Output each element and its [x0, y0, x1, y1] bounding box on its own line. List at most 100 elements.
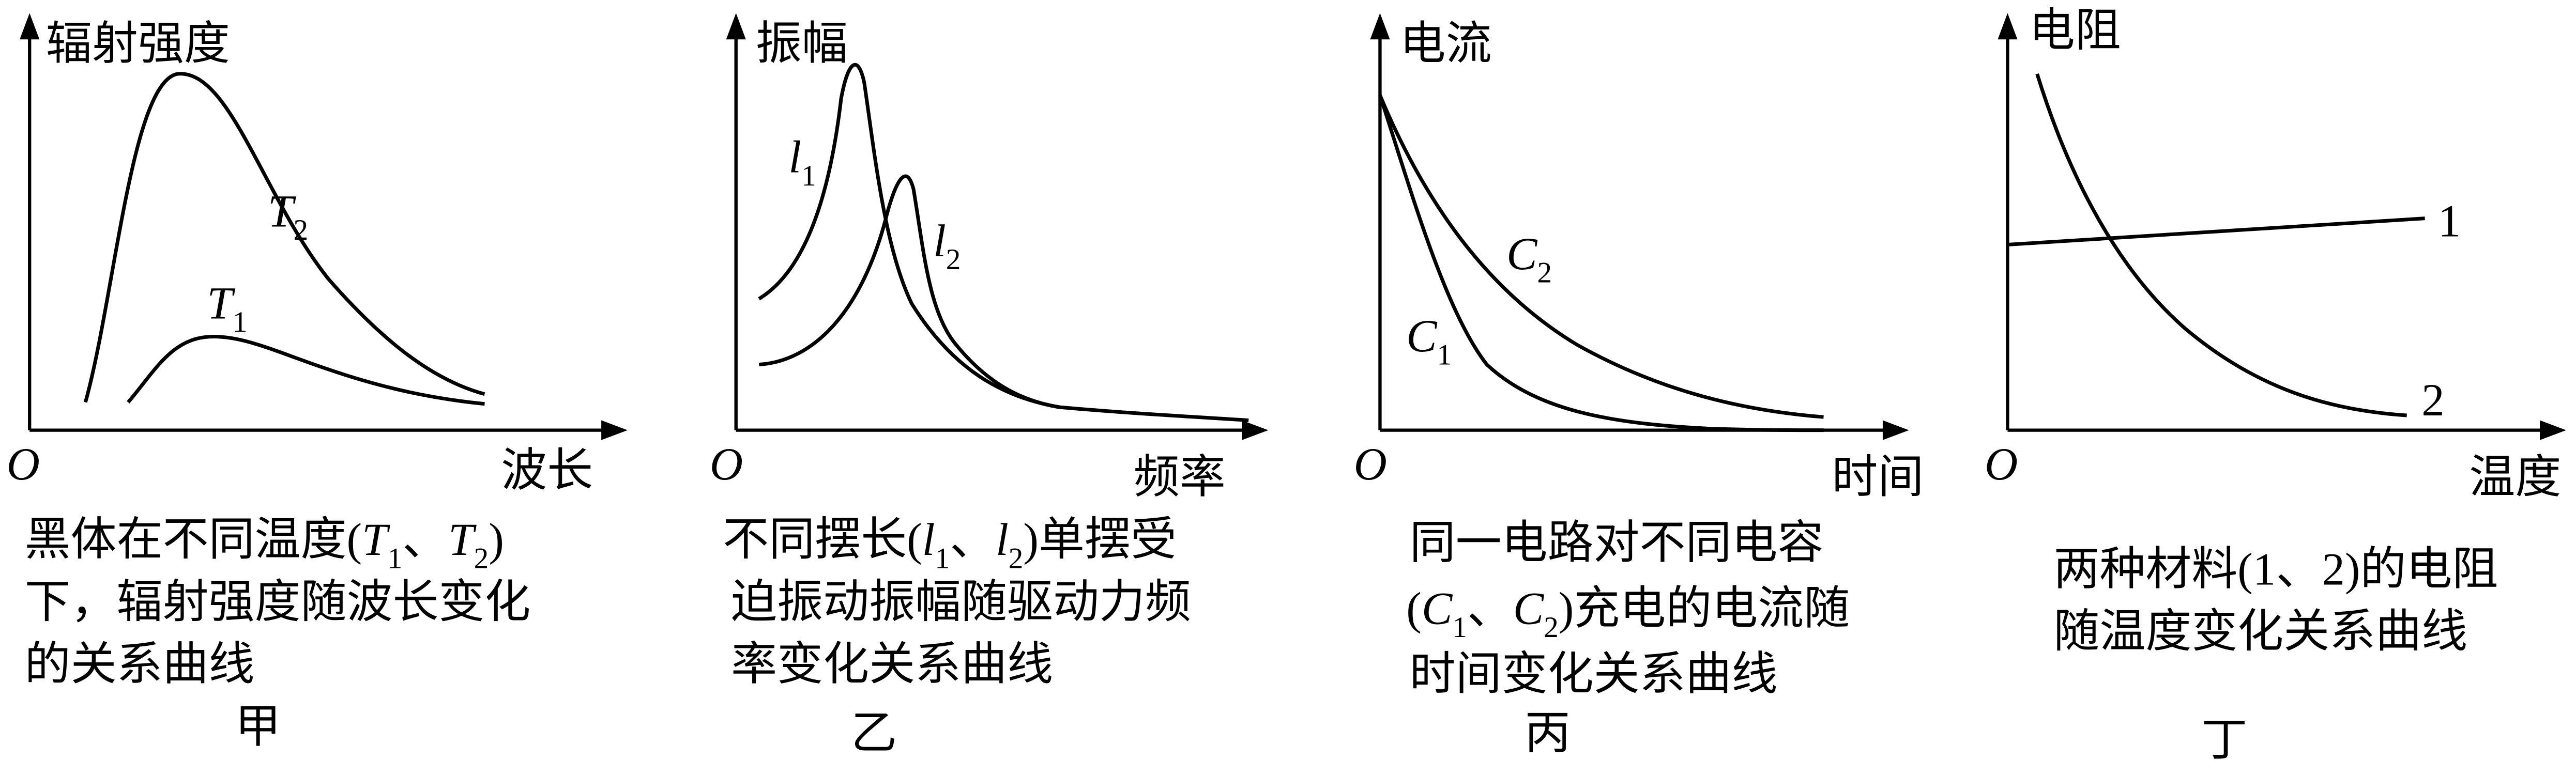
- text-run: 黑体在不同温度(: [25, 515, 362, 565]
- caption-line: 的关系曲线: [25, 640, 255, 690]
- x-axis-label: 波长: [501, 446, 593, 497]
- text-run: 、: [950, 515, 996, 565]
- curve: [1378, 95, 1824, 432]
- text-run: 时间变化关系曲线: [1410, 649, 1778, 700]
- text-run: 1: [388, 542, 403, 575]
- text-run: 1: [801, 160, 816, 192]
- text-run: 2: [474, 542, 489, 575]
- text-run: l: [996, 515, 1009, 565]
- caption-line: 两种材料(1、2)的电阻: [2053, 544, 2498, 595]
- text-run: T: [268, 187, 296, 237]
- arrow: [20, 13, 40, 40]
- text-run: 2: [1544, 611, 1559, 644]
- text-run: C: [1422, 584, 1453, 634]
- caption-line: 随温度变化关系曲线: [2053, 607, 2467, 657]
- y-axis-label: 电阻: [2029, 6, 2121, 56]
- text-run: 的关系曲线: [25, 640, 255, 690]
- text-run: 1: [935, 542, 950, 575]
- text-run: 不同摆长(: [723, 515, 922, 565]
- panel-b: 振幅 O 频率 l1 l2 不同摆长(l1、l2)单摆受 迫振动振幅随驱动力频 …: [710, 13, 1269, 759]
- text-run: 随温度变化关系曲线: [2053, 607, 2467, 657]
- caption-line: (C1、C2)充电的电流随: [1406, 584, 1850, 644]
- text-run: 下，辐射强度随波长变化: [25, 577, 531, 628]
- panel-d: 电阻 O 温度 1 2 两种材料(1、2)的电阻 随温度变化关系曲线 丁: [1985, 6, 2566, 766]
- text-run: T: [448, 515, 477, 565]
- caption-line: 不同摆长(l1、l2)单摆受: [723, 515, 1177, 575]
- text-run: 2: [1537, 257, 1552, 289]
- arrow: [1882, 420, 1909, 440]
- curve-label: 1: [2438, 196, 2461, 247]
- panel-label: 丁: [2201, 715, 2247, 766]
- text-run: 2: [293, 214, 308, 246]
- curve-label: 2: [2421, 375, 2444, 426]
- x-axis-label: 频率: [1134, 452, 1226, 503]
- text-run: 1: [1437, 339, 1452, 371]
- axes: [2006, 29, 2550, 432]
- curve: [2035, 73, 2407, 417]
- curve-label: T1: [207, 278, 247, 338]
- text-run: C: [1506, 229, 1538, 280]
- curve: [83, 72, 485, 403]
- caption-line: 率变化关系曲线: [731, 640, 1053, 690]
- panel-label: 乙: [851, 708, 897, 759]
- caption-line: 下，辐射强度随波长变化: [25, 577, 531, 628]
- arrow: [1242, 420, 1269, 440]
- arrow: [601, 420, 628, 440]
- text-run: l: [788, 132, 801, 183]
- caption-line: 黑体在不同温度(T1、T2): [25, 515, 504, 575]
- text-run: ): [489, 515, 504, 565]
- caption-line: 迫振动振幅随驱动力频: [731, 577, 1191, 628]
- text-run: 2: [2421, 375, 2444, 426]
- text-run: 2: [1009, 542, 1024, 575]
- text-run: (: [1406, 584, 1422, 634]
- curve: [758, 174, 1060, 409]
- curve-label: T2: [268, 187, 308, 246]
- curve-label: l2: [933, 216, 961, 276]
- panel-a: 辐射强度 O 波长 T2 T1 黑体在不同温度(T1、T2) 下，辐射强度随波长…: [7, 13, 628, 752]
- panel-label: 丙: [1525, 708, 1571, 759]
- origin: O: [7, 439, 40, 490]
- text-run: 1: [233, 306, 248, 338]
- text-run: C: [1513, 584, 1545, 634]
- text-run: l: [922, 515, 935, 565]
- axes: [1378, 29, 1893, 432]
- origin: O: [710, 439, 743, 490]
- text-run: )充电的电流随: [1559, 584, 1850, 634]
- curve-label: C2: [1506, 229, 1552, 289]
- text-run: 两种材料(1、2)的电阻: [2053, 544, 2498, 595]
- panel-c: 电流 O 时间 C2 C1 同一电路对不同电容 (C1、C2)充电的电流随 时间…: [1354, 13, 1924, 759]
- curve: [2007, 216, 2425, 247]
- curve-label: l1: [788, 132, 816, 192]
- arrow: [1998, 13, 2018, 40]
- text-run: l: [933, 216, 946, 267]
- origin: O: [1985, 439, 2018, 490]
- curve: [1378, 94, 1824, 419]
- caption-line: 同一电路对不同电容: [1410, 518, 1824, 569]
- text-run: 1: [2438, 196, 2461, 247]
- axes: [28, 29, 612, 432]
- x-axis-label: 温度: [2469, 452, 2561, 503]
- text-run: T: [362, 515, 390, 565]
- y-axis-label: 振幅: [756, 19, 848, 69]
- curve-label: C1: [1406, 311, 1452, 371]
- caption-line: 时间变化关系曲线: [1410, 649, 1778, 700]
- text-run: 同一电路对不同电容: [1410, 518, 1824, 569]
- text-run: 、: [402, 515, 448, 565]
- panel-label: 甲: [235, 702, 281, 752]
- origin: O: [1354, 439, 1387, 490]
- arrow: [1370, 13, 1390, 40]
- curve: [758, 63, 1249, 423]
- text-run: 、: [1467, 584, 1513, 634]
- text-run: )单摆受: [1023, 515, 1177, 565]
- text-run: 1: [1452, 611, 1467, 644]
- text-run: T: [207, 278, 235, 329]
- arrow: [726, 13, 746, 40]
- y-axis-label: 电流: [1400, 19, 1492, 69]
- text-run: 迫振动振幅随驱动力频: [731, 577, 1191, 628]
- text-run: 率变化关系曲线: [731, 640, 1053, 690]
- text-run: 2: [946, 243, 961, 276]
- text-run: C: [1406, 311, 1438, 362]
- axes: [734, 29, 1252, 432]
